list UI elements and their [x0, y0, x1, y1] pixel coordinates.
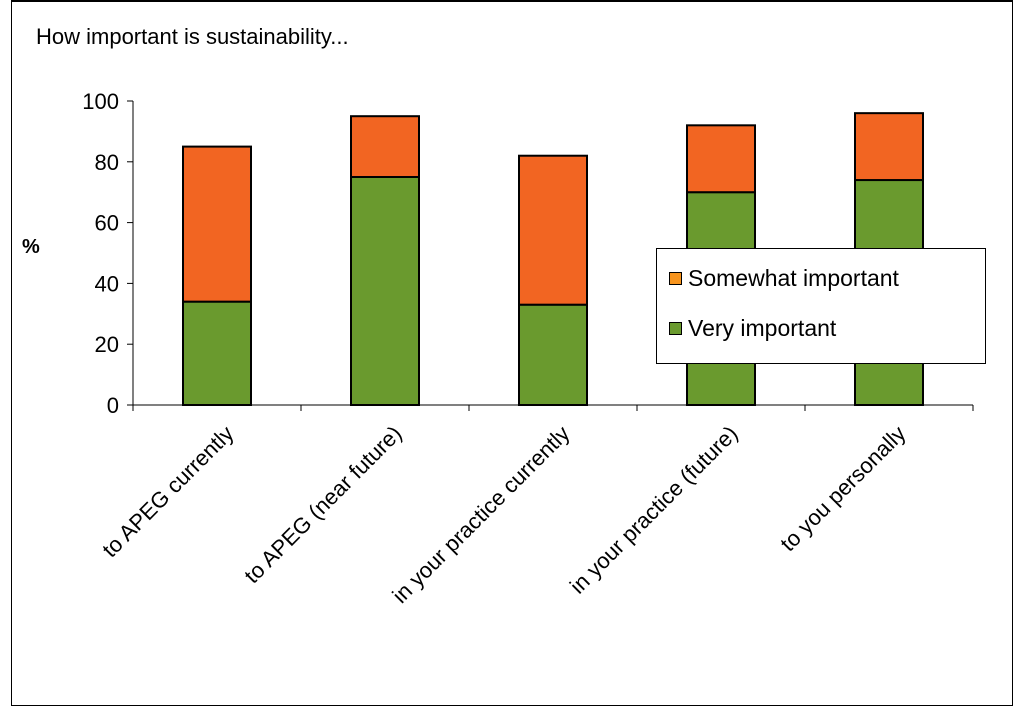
bar-very-important	[182, 300, 252, 407]
y-tick-label: 60	[95, 211, 119, 236]
chart-frame-top	[11, 0, 1013, 2]
bar-somewhat-important	[854, 112, 924, 182]
legend-swatch-somewhat	[669, 272, 682, 285]
bar-somewhat-important	[182, 145, 252, 303]
x-category-label: to you personally	[775, 421, 910, 556]
y-tick-label: 80	[95, 150, 119, 175]
bar-somewhat-important	[518, 154, 588, 306]
chart-title: How important is sustainability...	[36, 24, 349, 49]
legend-label-somewhat: Somewhat important	[688, 265, 899, 291]
bar-very-important	[518, 303, 588, 406]
x-category-label: in your practice currently	[387, 421, 574, 608]
legend: Somewhat important Very important	[656, 248, 986, 364]
x-category-label: to APEG currently	[97, 421, 238, 562]
legend-label-very: Very important	[688, 315, 837, 341]
y-tick-label: 40	[95, 271, 119, 296]
bar-somewhat-important	[686, 124, 756, 194]
bar-somewhat-important	[350, 115, 420, 178]
legend-swatch-very	[669, 322, 682, 335]
legend-item-somewhat: Somewhat important	[669, 265, 899, 292]
x-category-label: in your practice (future)	[565, 421, 743, 599]
x-category-label: to APEG (near future)	[239, 421, 406, 588]
y-tick-label: 20	[95, 332, 119, 357]
bar-very-important	[350, 176, 420, 406]
y-axis-label: %	[22, 236, 40, 258]
y-tick-label: 100	[82, 89, 119, 114]
y-tick-label: 0	[107, 393, 119, 418]
legend-item-very: Very important	[669, 315, 836, 342]
